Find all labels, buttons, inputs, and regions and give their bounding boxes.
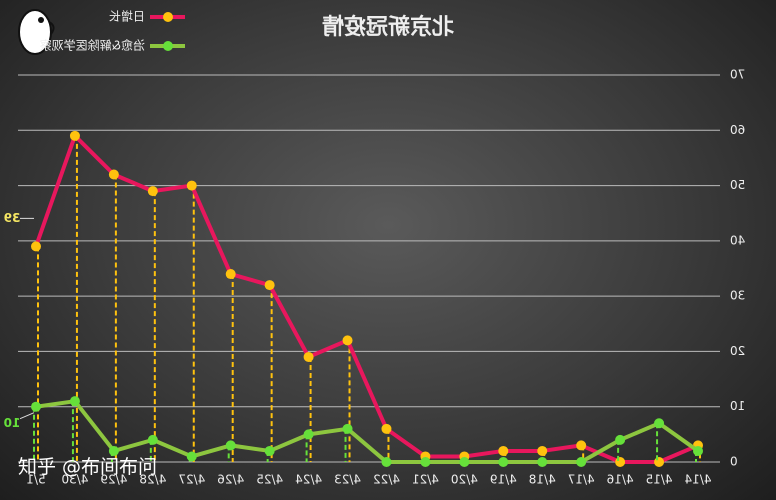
x-tick-label: 4/22: [373, 473, 400, 487]
point: [186, 180, 197, 191]
x-tick-label: 4/24: [295, 473, 322, 487]
point: [420, 457, 431, 467]
point: [69, 130, 80, 141]
point: [147, 186, 158, 197]
point: [69, 396, 80, 407]
point: [654, 457, 665, 467]
x-tick-label: 4/21: [412, 473, 439, 487]
x-tick-label: 4/18: [529, 473, 556, 487]
legend-marker: [163, 12, 173, 22]
y-tick-label: 50: [730, 178, 745, 192]
x-tick-label: 4/17: [568, 473, 595, 487]
series-line: [35, 399, 700, 464]
point: [342, 335, 353, 346]
x-tick-label: 4/20: [451, 473, 478, 487]
y-tick-label: 20: [730, 344, 745, 358]
point: [31, 401, 41, 412]
x-tick-label: 4/25: [256, 473, 283, 487]
point: [342, 423, 353, 434]
x-tick-label: 5/1: [26, 473, 45, 487]
point: [537, 457, 548, 467]
logo: [18, 9, 55, 55]
legend-marker: [163, 41, 173, 51]
point: [225, 440, 236, 451]
point: [303, 429, 314, 440]
point: [537, 445, 548, 456]
point: [381, 457, 392, 467]
point: [225, 269, 236, 280]
point: [264, 280, 275, 291]
point: [147, 434, 158, 445]
point: [459, 457, 470, 467]
point: [498, 457, 509, 467]
value-label: 39: [4, 211, 21, 225]
point: [303, 351, 314, 362]
legend-label: 日增长: [109, 10, 145, 24]
x-tick-label: 4/14: [685, 473, 712, 487]
x-tick-label: 4/30: [61, 473, 88, 487]
point: [186, 451, 197, 462]
value-label-leader: [19, 412, 35, 420]
point: [615, 434, 626, 445]
y-tick-label: 0: [730, 455, 738, 469]
series-line: [34, 133, 699, 464]
legend-label: 治愈&解除医学观察: [40, 38, 145, 53]
point: [693, 445, 703, 456]
chart-title: 北京新冠疫情: [322, 14, 454, 40]
x-tick-label: 4/28: [139, 473, 166, 487]
x-tick-label: 4/19: [490, 473, 517, 487]
y-tick-label: 40: [730, 233, 745, 247]
y-tick-label: 70: [730, 68, 745, 82]
x-tick-label: 4/26: [217, 473, 244, 487]
x-tick-label: 4/16: [607, 473, 634, 487]
point: [31, 241, 41, 252]
y-tick-label: 30: [730, 289, 745, 303]
y-tick-label: 10: [730, 399, 745, 413]
y-tick-label: 60: [730, 123, 745, 137]
point: [576, 457, 587, 467]
point: [654, 418, 665, 429]
x-tick-label: 4/15: [646, 473, 673, 487]
watermark: 知乎 @布间布问: [18, 456, 158, 478]
point: [576, 440, 587, 451]
point: [264, 445, 275, 456]
point: [108, 445, 119, 456]
point: [108, 169, 119, 180]
value-label: 10: [4, 416, 21, 430]
x-tick-label: 4/23: [334, 473, 361, 487]
x-tick-label: 4/29: [100, 473, 127, 487]
point: [615, 457, 626, 467]
point: [381, 423, 392, 434]
point: [498, 445, 509, 456]
x-tick-label: 4/27: [178, 473, 205, 487]
